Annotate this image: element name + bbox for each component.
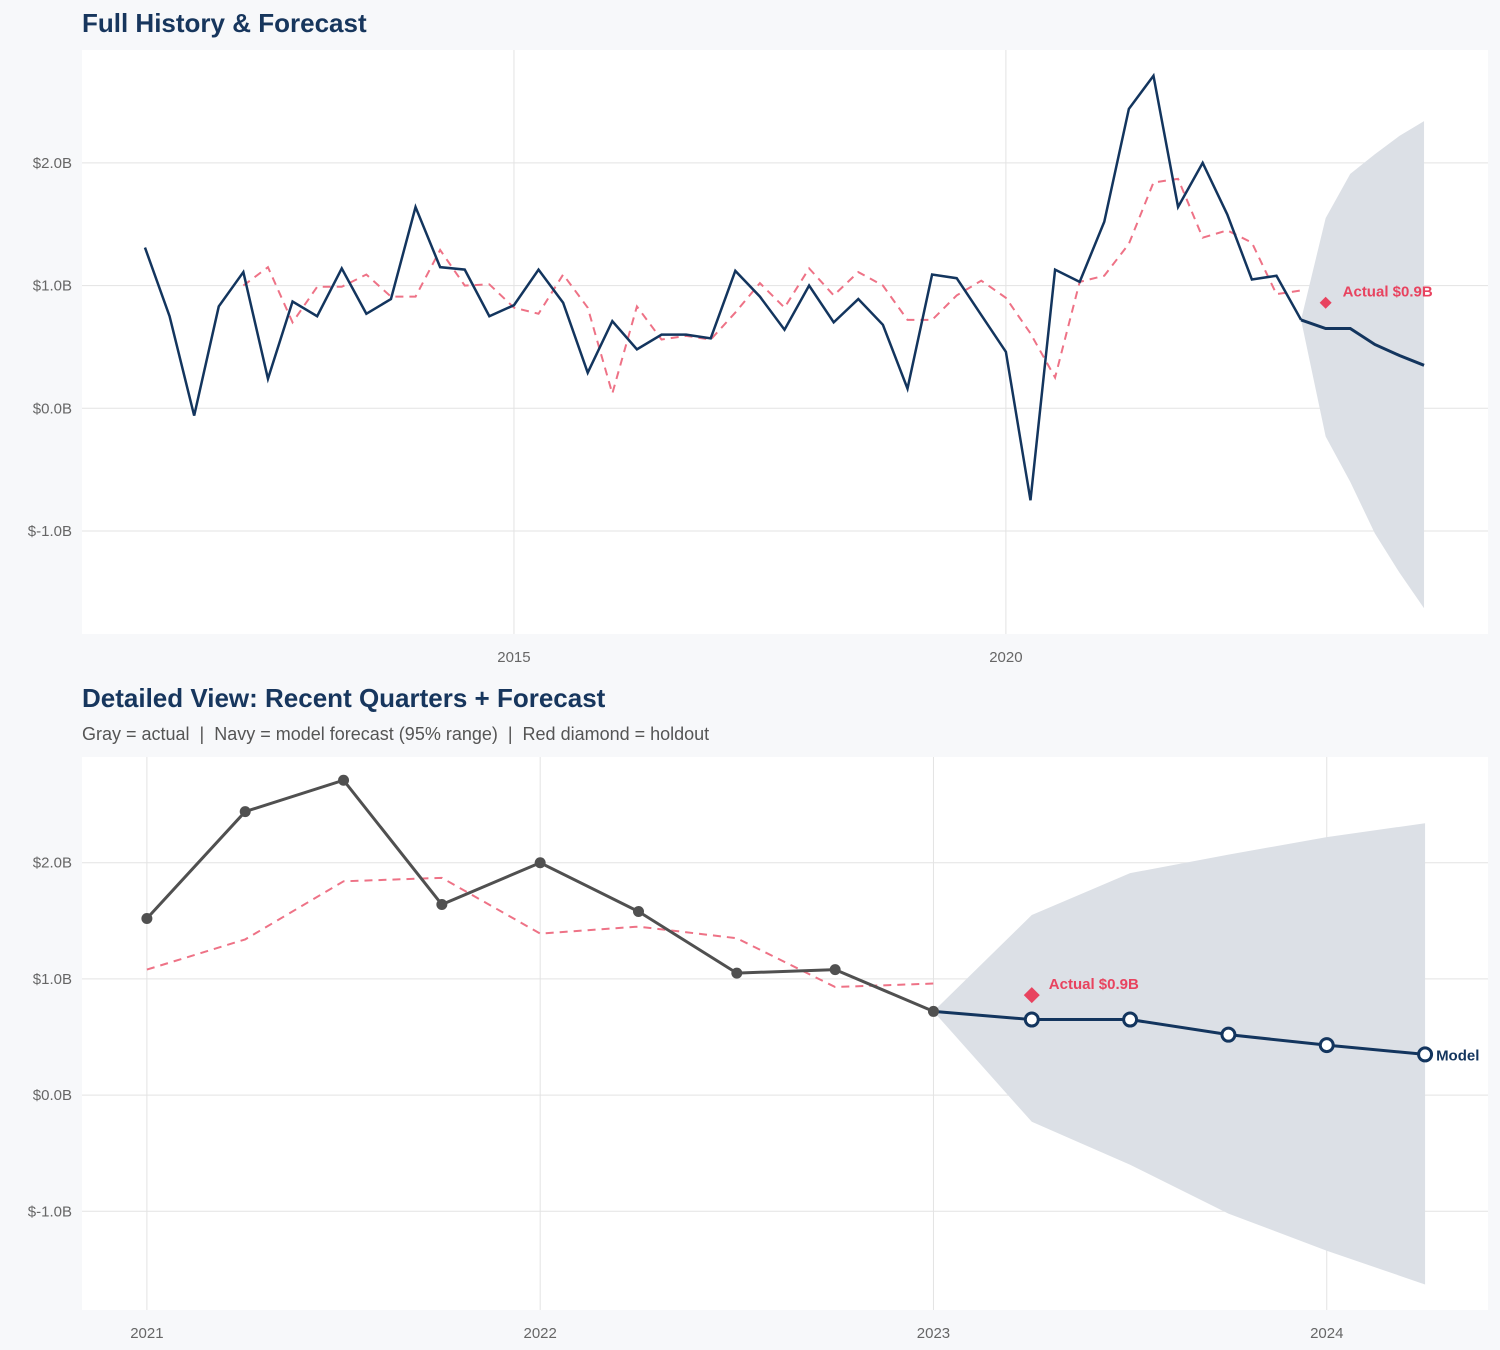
actual-point — [829, 964, 841, 976]
x-tick-label: 2022 — [523, 1325, 556, 1342]
top-chart: $-1.0B $0.0B $1.0B $2.0B 2015 2020 Actual $0.9… — [28, 50, 1488, 666]
actual-point — [534, 857, 546, 869]
x-tick-label: 2021 — [130, 1325, 163, 1342]
actual-line — [143, 72, 1303, 501]
forecast-point — [1417, 1046, 1434, 1063]
y-tick-label: $1.0B — [33, 971, 72, 988]
bottom-chart-title: Detailed View: Recent Quarters + Forecas… — [82, 683, 606, 713]
forecast-point — [1220, 1026, 1237, 1043]
actual-point — [731, 967, 743, 979]
holdout-label: Actual $0.9B — [1343, 284, 1433, 301]
fitted-line — [242, 177, 1302, 398]
actual-point — [141, 912, 153, 924]
forecast-line — [1300, 318, 1425, 367]
top-chart-title: Full History & Forecast — [82, 8, 367, 38]
y-tick-label: $-1.0B — [28, 523, 72, 540]
holdout-diamond — [1319, 296, 1332, 309]
y-tick-label: $2.0B — [33, 855, 72, 872]
actual-point — [338, 774, 350, 786]
x-tick-label: 2015 — [497, 649, 530, 666]
bottom-chart-subtitle: Gray = actual | Navy = model forecast (9… — [82, 724, 709, 744]
forecast-interval-band — [933, 823, 1426, 1285]
y-tick-label: $0.0B — [33, 1087, 72, 1104]
forecast-point — [1023, 1011, 1040, 1028]
actual-point — [633, 906, 645, 918]
x-tick-label: 2024 — [1310, 1325, 1343, 1342]
actual-point — [927, 1005, 939, 1017]
y-tick-label: $2.0B — [33, 155, 72, 172]
forecast-line — [933, 1009, 1426, 1056]
model-label: Model — [1436, 1047, 1479, 1064]
holdout-diamond — [1023, 987, 1040, 1004]
x-tick-label: 2023 — [917, 1325, 950, 1342]
x-tick-label: 2020 — [989, 649, 1022, 666]
actual-point — [239, 806, 251, 818]
y-tick-label: $-1.0B — [28, 1203, 72, 1220]
fitted-line — [146, 876, 934, 989]
forecast-point — [1122, 1011, 1139, 1028]
plot-area — [82, 50, 1488, 634]
actual-point — [436, 899, 448, 911]
holdout-label: Actual $0.9B — [1049, 976, 1139, 993]
bottom-chart: $-1.0B $0.0B $1.0B $2.0B 2021 2022 2023 2024 Mod… — [28, 757, 1488, 1342]
y-tick-label: $0.0B — [33, 400, 72, 417]
forecast-point — [1318, 1037, 1335, 1054]
forecast-interval-band — [1301, 121, 1425, 609]
y-tick-label: $1.0B — [33, 278, 72, 295]
